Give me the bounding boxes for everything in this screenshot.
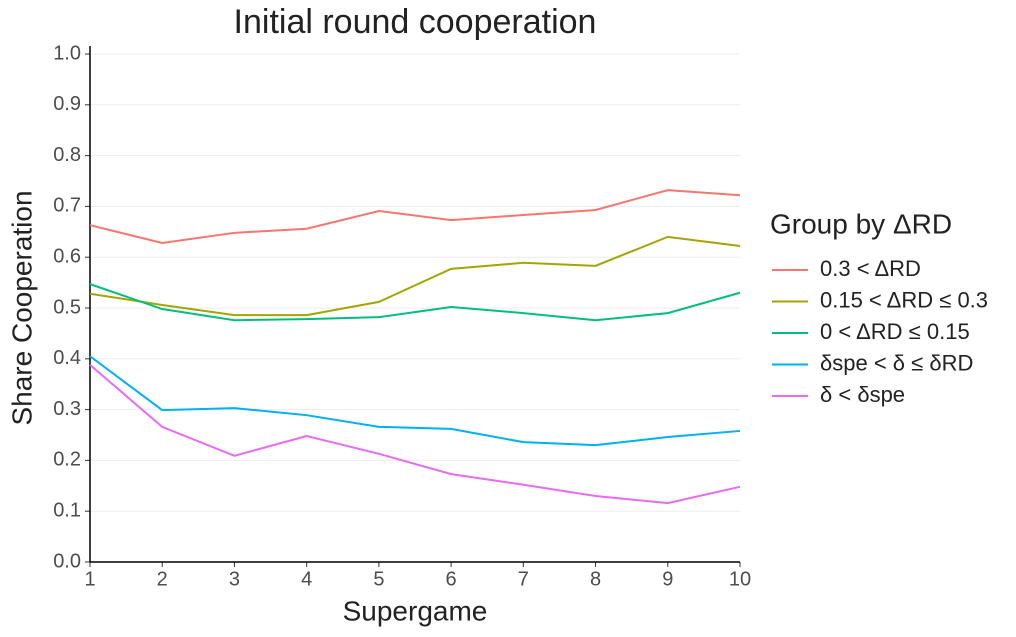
x-tick-label: 8 [590, 568, 601, 590]
y-tick-label: 0.4 [53, 347, 81, 369]
y-tick-label: 0.1 [53, 499, 81, 521]
legend-label: δ < δspe [820, 382, 905, 407]
x-axis-label: Supergame [343, 595, 488, 626]
legend-label: δspe < δ ≤ δRD [820, 350, 973, 375]
chart-title: Initial round cooperation [234, 3, 597, 41]
legend-label: 0.15 < ΔRD ≤ 0.3 [820, 287, 988, 312]
legend-label: 0 < ΔRD ≤ 0.15 [820, 319, 970, 344]
x-tick-label: 10 [729, 568, 751, 590]
x-tick-label: 1 [84, 568, 95, 590]
series-line [89, 355, 741, 447]
y-tick-label: 0.8 [53, 144, 81, 166]
y-tick-label: 0.3 [53, 398, 81, 420]
x-tick-label: 6 [446, 568, 457, 590]
series-line [89, 189, 741, 244]
x-tick-label: 9 [662, 568, 673, 590]
y-tick-label: 1.0 [53, 42, 81, 64]
x-tick-label: 4 [301, 568, 312, 590]
y-tick-label: 0.2 [53, 449, 81, 471]
legend-label: 0.3 < ΔRD [820, 256, 921, 281]
y-tick-label: 0.7 [53, 195, 81, 217]
x-tick-label: 3 [229, 568, 240, 590]
y-tick-label: 0.5 [53, 296, 81, 318]
y-tick-label: 0.6 [53, 245, 81, 267]
y-tick-label: 0.0 [53, 550, 81, 572]
series-line [89, 283, 741, 322]
x-tick-label: 2 [157, 568, 168, 590]
series-line [89, 364, 741, 505]
y-tick-label: 0.9 [53, 93, 81, 115]
y-axis-label: Share Cooperation [6, 190, 37, 425]
x-tick-label: 7 [518, 568, 529, 590]
series-line [89, 235, 741, 317]
x-tick-label: 5 [373, 568, 384, 590]
legend-title: Group by ΔRD [770, 208, 952, 239]
